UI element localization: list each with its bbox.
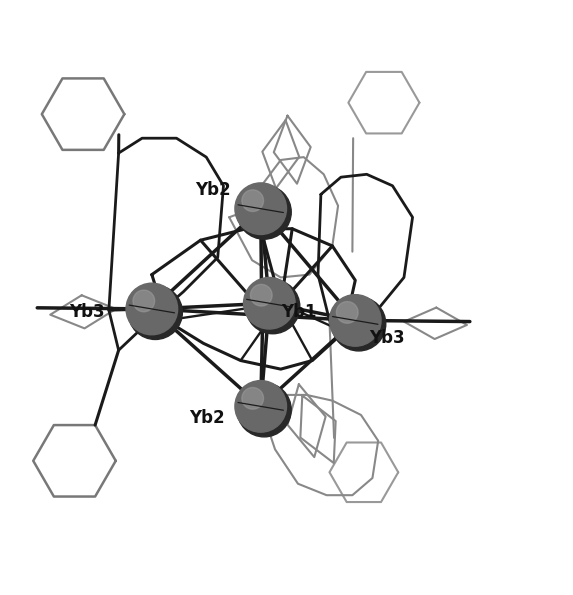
Circle shape [336, 302, 358, 323]
Circle shape [126, 283, 178, 335]
Text: Yb2: Yb2 [189, 409, 225, 427]
Circle shape [133, 290, 155, 312]
Circle shape [329, 295, 381, 346]
Circle shape [128, 286, 182, 340]
Circle shape [237, 185, 291, 239]
Circle shape [235, 381, 286, 432]
Text: Yb3: Yb3 [69, 303, 104, 321]
Circle shape [235, 183, 286, 234]
Circle shape [244, 277, 295, 329]
Text: Yb1: Yb1 [281, 303, 316, 321]
Circle shape [242, 387, 264, 409]
Circle shape [242, 190, 264, 211]
Circle shape [332, 297, 386, 351]
Circle shape [250, 284, 272, 306]
Text: Yb2: Yb2 [195, 181, 230, 199]
Text: Yb3: Yb3 [370, 328, 405, 347]
Circle shape [237, 383, 291, 437]
Circle shape [246, 280, 300, 334]
